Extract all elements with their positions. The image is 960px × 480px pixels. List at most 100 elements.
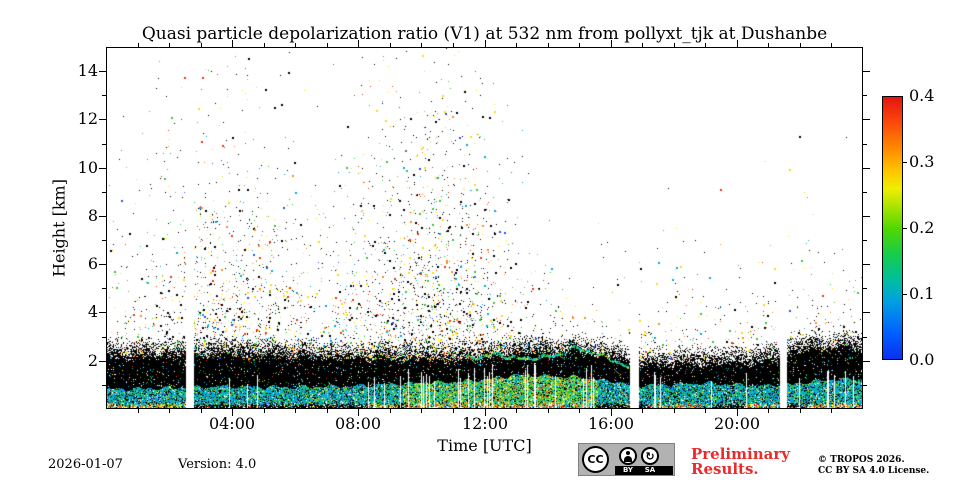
colorbar-tick [903, 162, 907, 163]
sa-arrow-icon: ↻ [641, 447, 659, 465]
y-tick [863, 95, 867, 96]
preliminary-line2: Results. [691, 460, 759, 478]
colorbar-tick [903, 294, 907, 295]
y-tick [99, 361, 106, 362]
colorbar-tick-label: 0.0 [909, 350, 935, 369]
y-tick-label: 2 [87, 351, 98, 370]
x-tick [705, 409, 706, 413]
x-tick [138, 409, 139, 413]
x-tick [768, 409, 769, 413]
x-tick [295, 409, 296, 413]
x-tick [516, 409, 517, 413]
x-tick [768, 43, 769, 47]
x-tick [548, 43, 549, 47]
version-label: Version: 4.0 [178, 457, 257, 472]
x-tick [642, 409, 643, 413]
y-tick [863, 119, 870, 120]
x-tick [390, 43, 391, 47]
y-tick [863, 385, 867, 386]
preliminary-line1: Preliminary [691, 445, 790, 463]
y-tick [863, 71, 870, 72]
person-head-icon [626, 451, 630, 455]
x-tick [737, 409, 738, 416]
page-title: Quasi particle depolarization ratio (V1)… [141, 24, 828, 44]
y-tick [102, 385, 106, 386]
y-tick-label: 4 [87, 302, 98, 321]
y-tick [863, 361, 870, 362]
x-tick [453, 409, 454, 413]
x-tick-label: 04:00 [208, 414, 256, 433]
x-tick [579, 43, 580, 47]
x-tick [611, 409, 612, 416]
plot-canvas [107, 48, 862, 408]
colorbar-tick-label: 0.4 [909, 86, 935, 105]
copyright-line2: CC BY SA 4.0 License. [818, 466, 930, 476]
x-tick [201, 43, 202, 47]
y-tick [863, 192, 867, 193]
x-tick-label: 16:00 [587, 414, 635, 433]
measurement-date: 2026-01-07 [48, 457, 123, 472]
y-tick [863, 264, 870, 265]
y-tick-label: 10 [77, 158, 98, 177]
y-tick [863, 240, 867, 241]
x-tick [737, 40, 738, 47]
person-body-icon [624, 456, 632, 462]
colorbar-gradient [882, 96, 903, 360]
cc-icon-text: CC [587, 453, 604, 466]
x-tick [800, 43, 801, 47]
y-tick-label: 14 [77, 61, 98, 80]
x-tick [516, 43, 517, 47]
x-tick [232, 409, 233, 416]
y-tick-label: 12 [77, 109, 98, 128]
x-tick-label: 12:00 [461, 414, 509, 433]
x-tick [327, 43, 328, 47]
cc-license-badge: CC BY SA ↻ [578, 443, 675, 476]
sa-label: SA [644, 466, 656, 474]
x-tick [705, 43, 706, 47]
x-tick [264, 43, 265, 47]
y-tick [99, 71, 106, 72]
colorbar-tick-label: 0.3 [909, 152, 935, 171]
x-tick [358, 40, 359, 47]
x-tick [232, 40, 233, 47]
x-tick [485, 409, 486, 416]
x-tick-label: 20:00 [713, 414, 761, 433]
x-tick [674, 43, 675, 47]
x-axis-label: Time [UTC] [437, 436, 532, 455]
y-tick [99, 119, 106, 120]
copyright-note: © TROPOS 2026. CC BY SA 4.0 License. [818, 455, 929, 477]
x-tick [295, 43, 296, 47]
y-tick [863, 312, 870, 313]
x-tick [327, 409, 328, 413]
cc-icon: CC [582, 446, 609, 473]
y-tick [863, 288, 867, 289]
x-tick [169, 43, 170, 47]
y-tick [99, 168, 106, 169]
y-tick [863, 216, 870, 217]
x-tick [358, 409, 359, 416]
by-person-icon [619, 447, 637, 465]
y-tick [863, 144, 867, 145]
x-tick [579, 409, 580, 413]
sa-arrow-glyph: ↻ [645, 449, 655, 463]
y-tick [102, 337, 106, 338]
x-tick [831, 409, 832, 413]
x-tick [169, 409, 170, 413]
x-tick [674, 409, 675, 413]
x-tick [611, 40, 612, 47]
y-tick-label: 8 [87, 206, 98, 225]
y-tick [99, 312, 106, 313]
y-tick [102, 95, 106, 96]
x-tick [831, 43, 832, 47]
x-tick [800, 409, 801, 413]
y-tick [99, 264, 106, 265]
x-tick [453, 43, 454, 47]
y-tick [102, 240, 106, 241]
colorbar-tick-label: 0.1 [909, 284, 935, 303]
y-tick [102, 288, 106, 289]
x-tick [642, 43, 643, 47]
x-tick [421, 409, 422, 413]
colorbar-tick-label: 0.2 [909, 218, 935, 237]
x-tick [138, 43, 139, 47]
